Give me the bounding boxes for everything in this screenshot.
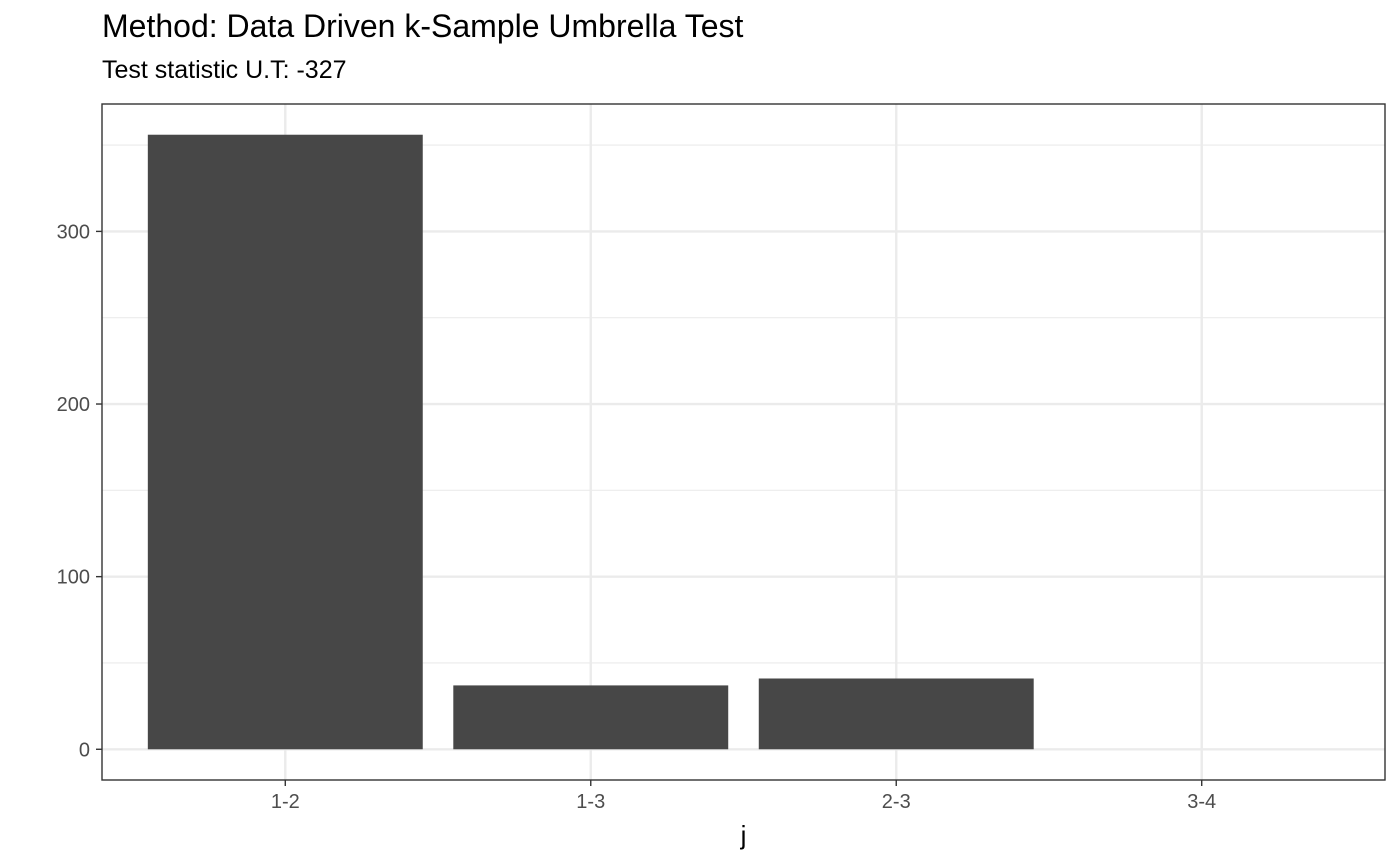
bar-1-2	[147, 134, 423, 750]
x-tick-label: 1-2	[271, 791, 300, 813]
chart-subtitle: Test statistic U.T: -327	[102, 56, 347, 84]
y-tick-label: 100	[57, 567, 90, 589]
y-tick-label: 200	[57, 394, 90, 416]
chart-title: Method: Data Driven k-Sample Umbrella Te…	[102, 8, 744, 44]
x-tick-label: 2-3	[882, 791, 911, 813]
x-tick-label: 1-3	[576, 791, 605, 813]
y-tick-label: 0	[79, 739, 90, 761]
bar-1-3	[453, 685, 729, 750]
bar-2-3	[758, 678, 1034, 750]
y-tick-label: 300	[57, 221, 90, 243]
x-tick-label: 3-4	[1187, 791, 1216, 813]
panel-border	[101, 103, 1386, 781]
x-axis-label: j	[740, 820, 747, 850]
